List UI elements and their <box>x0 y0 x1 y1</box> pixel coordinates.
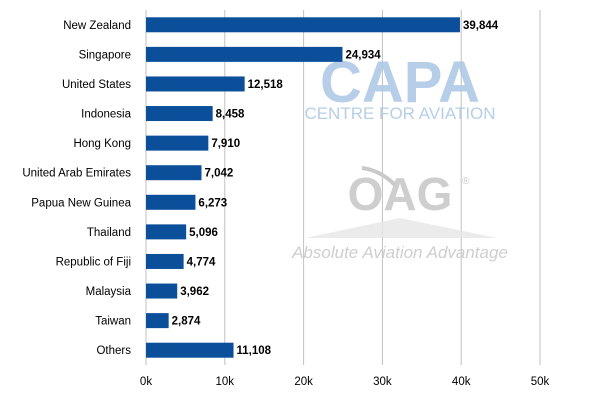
category-labels: New Zealand Singapore United States Indones… <box>22 20 131 357</box>
bars <box>146 17 460 358</box>
value-label: 11,108 <box>237 345 272 357</box>
oag-watermark-logo: OAG <box>348 168 453 220</box>
x-tick-label: 20k <box>294 376 313 388</box>
gridlines <box>145 10 541 365</box>
bar <box>146 253 184 269</box>
value-label: 2,874 <box>172 316 201 328</box>
value-label: 5,096 <box>189 227 218 239</box>
bar <box>146 165 202 181</box>
oag-watermark-tagline: Absolute Aviation Advantage <box>291 243 508 262</box>
x-tick-label: 0k <box>140 376 152 388</box>
value-label: 7,910 <box>211 138 240 150</box>
bar <box>146 17 460 33</box>
x-tick-label: 30k <box>373 376 392 388</box>
bar <box>146 135 209 151</box>
category-label: Hong Kong <box>73 138 131 150</box>
oag-watermark: OAG ® Absolute Aviation Advantage <box>291 166 508 262</box>
oag-divider <box>305 218 497 238</box>
bar <box>146 313 169 329</box>
value-label: 4,774 <box>187 256 216 268</box>
bar <box>146 224 187 240</box>
category-label: Republic of Fiji <box>56 256 131 268</box>
capa-watermark-logo: CAPA <box>320 50 480 115</box>
category-label: United Arab Emirates <box>22 168 131 180</box>
value-label: 39,844 <box>463 20 499 32</box>
oag-swoosh-icon <box>361 166 397 187</box>
category-label: United States <box>62 79 131 91</box>
value-label: 6,273 <box>198 197 227 209</box>
bar <box>146 76 245 92</box>
category-label: Indonesia <box>81 109 131 121</box>
bar <box>146 342 234 358</box>
category-label: Singapore <box>79 49 131 61</box>
category-label: Malaysia <box>86 286 132 298</box>
bar <box>146 283 178 299</box>
value-labels: 39,844 24,934 12,518 8,458 7,910 7,042 6,273 5,… <box>172 20 499 357</box>
x-tick-label: 10k <box>216 376 235 388</box>
bar <box>146 106 213 122</box>
value-label: 24,934 <box>345 49 381 61</box>
category-label: Others <box>96 345 131 357</box>
oag-registered-mark: ® <box>462 176 470 187</box>
category-label: Taiwan <box>95 316 131 328</box>
x-tick-label: 50k <box>531 376 550 388</box>
bar <box>146 46 343 62</box>
x-tick-label: 40k <box>452 376 471 388</box>
value-label: 8,458 <box>216 109 245 121</box>
value-label: 12,518 <box>248 79 284 91</box>
value-label: 3,962 <box>180 286 209 298</box>
category-label: Papua New Guinea <box>31 197 131 209</box>
bar <box>146 194 196 210</box>
category-label: New Zealand <box>63 20 131 32</box>
capa-watermark: CAPA CENTRE FOR AVIATION <box>304 50 495 123</box>
x-axis-tick-labels: 0k 10k 20k 30k 40k 50k <box>140 376 550 388</box>
category-label: Thailand <box>87 227 131 239</box>
value-label: 7,042 <box>204 168 233 180</box>
capa-watermark-tagline: CENTRE FOR AVIATION <box>304 104 495 123</box>
